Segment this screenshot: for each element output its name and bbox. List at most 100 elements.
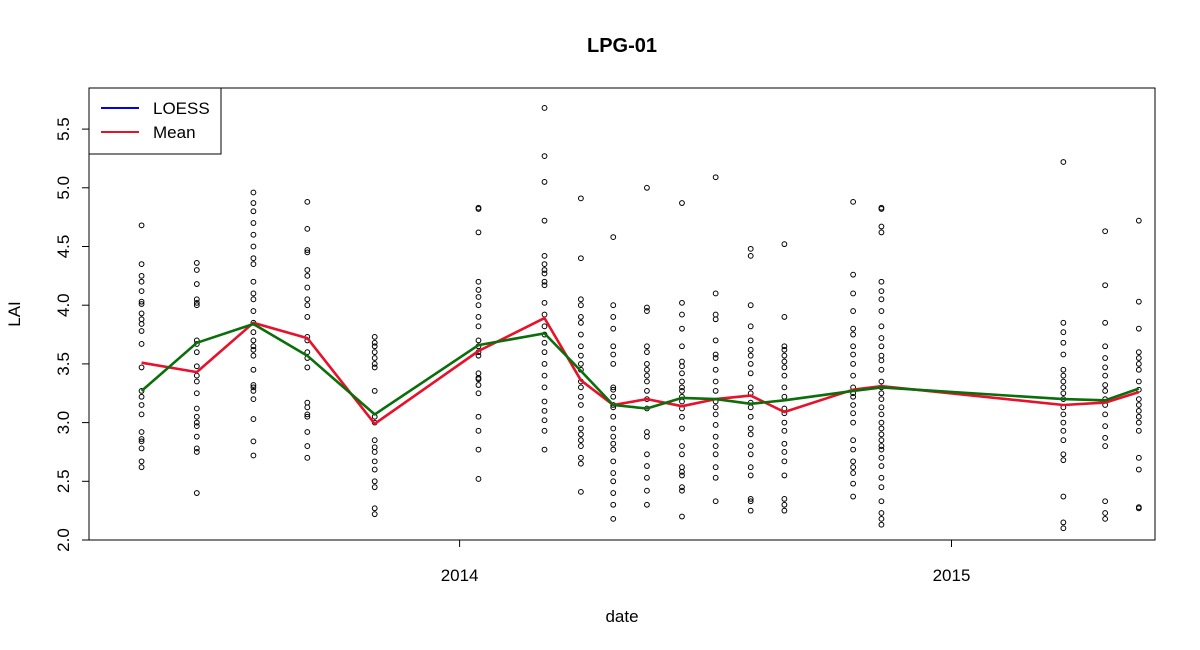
- data-point: [304, 314, 311, 320]
- data-point: [781, 358, 788, 365]
- data-point: [850, 271, 857, 278]
- data-point: [878, 404, 885, 411]
- data-point: [1102, 423, 1109, 430]
- data-point: [781, 507, 788, 514]
- data-point: [781, 343, 788, 350]
- data-point: [577, 302, 584, 309]
- data-point: [747, 346, 754, 353]
- data-point: [747, 384, 754, 391]
- data-point: [138, 393, 145, 400]
- data-point: [541, 261, 548, 268]
- data-point: [250, 346, 257, 353]
- data-point: [250, 290, 257, 297]
- data-point: [250, 200, 257, 206]
- data-point: [193, 445, 200, 452]
- data-point: [475, 302, 482, 309]
- data-point: [644, 463, 650, 469]
- data-point: [1060, 339, 1067, 346]
- data-point: [712, 378, 719, 385]
- data-point: [138, 464, 145, 471]
- data-point: [747, 370, 754, 377]
- data-point: [371, 484, 378, 491]
- x-tick-label: 2015: [933, 566, 971, 585]
- data-point: [475, 446, 482, 453]
- data-point: [644, 387, 650, 394]
- data-point: [250, 308, 257, 314]
- data-point: [878, 454, 885, 461]
- data-point: [644, 372, 650, 379]
- y-tick-label: 4.0: [54, 293, 73, 317]
- data-point: [1060, 390, 1067, 397]
- x-axis: 2014 2015: [441, 540, 971, 585]
- data-point: [781, 472, 788, 479]
- data-point: [610, 458, 617, 465]
- data-point: [577, 195, 584, 202]
- data-point: [1060, 159, 1067, 165]
- data-point: [304, 272, 311, 279]
- data-point: [541, 153, 548, 159]
- data-point: [304, 302, 311, 309]
- data-point: [250, 261, 257, 268]
- data-point: [250, 452, 257, 459]
- data-point: [679, 484, 685, 491]
- data-point: [541, 282, 548, 289]
- data-point: [850, 343, 857, 350]
- legend-label-mean: Mean: [153, 123, 196, 142]
- data-point: [747, 252, 754, 259]
- data-point: [577, 393, 584, 400]
- data-point: [1102, 434, 1109, 441]
- data-point: [610, 234, 617, 241]
- data-point: [250, 189, 257, 196]
- data-point: [193, 299, 200, 306]
- data-point: [138, 387, 145, 394]
- data-point: [878, 484, 885, 491]
- data-point: [850, 198, 857, 205]
- data-point: [610, 425, 617, 432]
- data-point: [1102, 443, 1109, 449]
- data-point: [138, 445, 145, 452]
- data-point: [1060, 525, 1067, 532]
- data-point: [781, 241, 788, 248]
- data-point: [679, 513, 685, 520]
- data-point: [475, 287, 482, 293]
- data-point: [250, 243, 257, 250]
- data-point: [371, 364, 378, 371]
- data-point: [850, 290, 857, 297]
- data-point: [679, 358, 685, 365]
- data-point: [878, 498, 885, 505]
- data-point: [304, 364, 311, 371]
- data-point: [193, 260, 200, 266]
- data-point: [878, 323, 885, 330]
- data-point: [610, 470, 617, 476]
- data-point: [747, 496, 754, 502]
- data-point: [850, 308, 857, 314]
- data-point: [250, 387, 257, 394]
- data-point: [1060, 378, 1067, 385]
- data-point: [1135, 360, 1142, 367]
- data-point: [193, 405, 200, 412]
- data-point: [878, 343, 885, 350]
- data-point: [679, 387, 685, 394]
- data-point: [304, 249, 311, 256]
- data-point: [138, 411, 145, 418]
- data-point: [138, 272, 145, 279]
- data-point: [679, 464, 685, 471]
- data-point: [850, 493, 857, 500]
- data-point: [610, 302, 617, 309]
- data-point: [475, 352, 482, 359]
- data-point: [781, 427, 788, 434]
- data-point: [679, 378, 685, 385]
- data-point: [577, 296, 584, 303]
- data-point: [475, 476, 482, 482]
- data-point: [747, 507, 754, 514]
- data-point: [610, 440, 617, 447]
- data-point: [541, 339, 548, 346]
- data-point: [747, 337, 754, 344]
- data-point: [1060, 366, 1067, 373]
- data-point: [138, 316, 145, 323]
- data-point: [475, 370, 482, 377]
- data-point: [577, 416, 584, 422]
- data-point: [541, 372, 548, 379]
- data-point: [878, 463, 885, 469]
- data-point: [644, 451, 650, 458]
